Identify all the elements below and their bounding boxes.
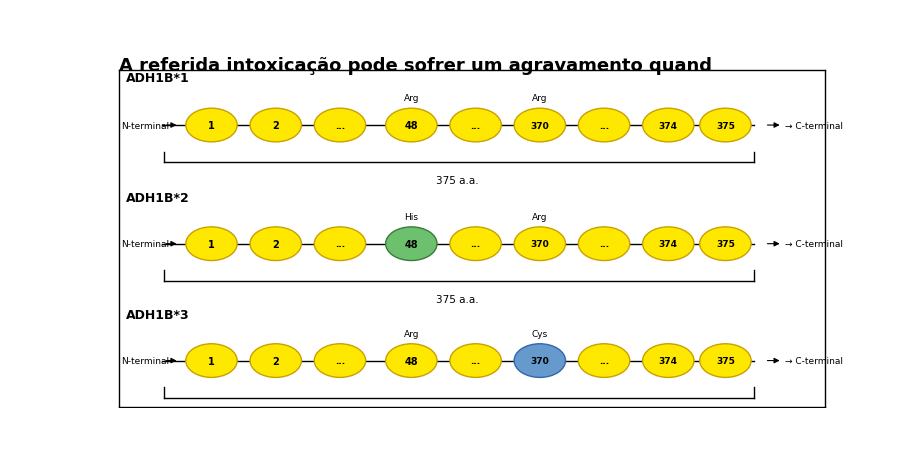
Text: 2: 2 [273,239,279,249]
Ellipse shape [186,227,238,261]
Text: His: His [404,212,418,221]
Text: 375 a.a.: 375 a.a. [437,294,479,304]
Text: ...: ... [471,356,481,365]
Text: 370: 370 [530,121,549,130]
Ellipse shape [700,344,752,378]
Ellipse shape [314,109,366,143]
Ellipse shape [514,227,565,261]
Ellipse shape [578,227,630,261]
Ellipse shape [514,109,565,143]
Text: 1: 1 [208,239,215,249]
Text: 375: 375 [716,121,735,130]
Text: Arg: Arg [403,329,419,338]
Text: ...: ... [335,121,345,130]
Ellipse shape [314,344,366,378]
Text: ...: ... [599,356,609,365]
Ellipse shape [250,227,301,261]
Text: 2: 2 [273,121,279,131]
Text: N-terminal: N-terminal [121,240,169,249]
Ellipse shape [514,344,565,378]
Text: 48: 48 [404,356,418,366]
Text: ...: ... [335,240,345,249]
Ellipse shape [250,344,301,378]
Text: 375: 375 [716,240,735,249]
Text: 2: 2 [273,356,279,366]
Text: Arg: Arg [403,94,419,103]
Ellipse shape [449,344,501,378]
Text: Cys: Cys [531,329,548,338]
Ellipse shape [449,227,501,261]
Text: 374: 374 [659,356,678,365]
Text: Arg: Arg [532,94,548,103]
Ellipse shape [643,109,694,143]
Text: → C-terminal: → C-terminal [785,356,843,365]
Text: 48: 48 [404,121,418,131]
Text: 1: 1 [208,356,215,366]
Text: 374: 374 [659,121,678,130]
Ellipse shape [700,109,752,143]
Text: ...: ... [599,121,609,130]
Ellipse shape [386,227,437,261]
Text: 375 a.a.: 375 a.a. [437,175,479,185]
Ellipse shape [643,344,694,378]
Ellipse shape [578,109,630,143]
Text: ADH1B*1: ADH1B*1 [126,72,190,84]
Text: ADH1B*2: ADH1B*2 [126,192,190,205]
Ellipse shape [386,109,437,143]
Text: → C-terminal: → C-terminal [785,121,843,130]
Text: Arg: Arg [532,212,548,221]
Text: → C-terminal: → C-terminal [785,240,843,249]
Text: N-terminal: N-terminal [121,356,169,365]
Ellipse shape [700,227,752,261]
Ellipse shape [643,227,694,261]
Ellipse shape [186,109,238,143]
Text: ...: ... [335,356,345,365]
Text: 370: 370 [530,240,549,249]
Ellipse shape [250,109,301,143]
Ellipse shape [386,344,437,378]
Text: A referida intoxicação pode sofrer um agravamento quand: A referida intoxicação pode sofrer um ag… [119,57,712,75]
Text: 1: 1 [208,121,215,131]
Text: 370: 370 [530,356,549,365]
Text: ...: ... [471,240,481,249]
Ellipse shape [449,109,501,143]
Ellipse shape [578,344,630,378]
Text: ...: ... [471,121,481,130]
Ellipse shape [186,344,238,378]
Ellipse shape [314,227,366,261]
Text: 374: 374 [659,240,678,249]
Text: N-terminal: N-terminal [121,121,169,130]
Text: ADH1B*3: ADH1B*3 [126,308,190,321]
Text: ...: ... [599,240,609,249]
Text: 48: 48 [404,239,418,249]
Text: 375: 375 [716,356,735,365]
